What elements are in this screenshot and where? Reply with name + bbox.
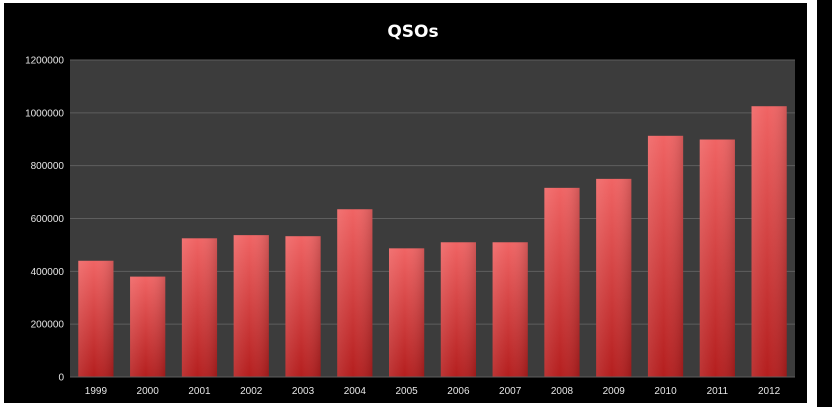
x-tick-label: 2004 — [344, 386, 367, 397]
bar-sheen-2011 — [699, 139, 735, 377]
bar-sheen-2002 — [233, 235, 269, 377]
x-tick-label: 2003 — [292, 386, 315, 397]
bar-sheen-2006 — [440, 242, 476, 377]
bar-sheen-2000 — [130, 276, 166, 377]
x-tick-label: 1999 — [85, 386, 108, 397]
chart-title: QSOs — [387, 22, 438, 42]
x-tick-label: 2006 — [447, 386, 470, 397]
bar-sheen-2008 — [544, 187, 580, 377]
x-axis-ticks: 1999 2000 2001 2002 2003 2004 2005 2006 2007 2008… — [85, 386, 781, 397]
y-tick-label: 400000 — [31, 267, 65, 278]
y-tick-label: 1000000 — [25, 108, 64, 119]
x-tick-label: 2000 — [137, 386, 160, 397]
x-tick-label: 2001 — [188, 386, 211, 397]
x-tick-label: 2009 — [603, 386, 626, 397]
bar-sheen-2005 — [389, 248, 425, 377]
bars — [78, 106, 787, 378]
bar-sheen-2010 — [647, 135, 684, 377]
x-tick-label: 2007 — [499, 386, 522, 397]
x-tick-label: 2002 — [240, 386, 263, 397]
x-tick-label: 2011 — [707, 386, 729, 397]
y-tick-label: 600000 — [31, 214, 65, 225]
y-tick-label: 800000 — [31, 161, 65, 172]
bar-sheen-2001 — [181, 238, 218, 377]
bar-sheen-1999 — [78, 260, 114, 377]
x-tick-label: 2012 — [758, 386, 781, 397]
bar-sheen-2003 — [285, 236, 321, 377]
y-tick-label: 1200000 — [25, 56, 64, 67]
y-tick-label: 0 — [58, 373, 64, 384]
right-edge-strip — [813, 0, 832, 407]
bar-sheen-2012 — [751, 106, 787, 378]
y-axis-ticks: 0 200000 400000 600000 800000 1000000 1200000 — [25, 56, 64, 384]
x-tick-label: 2010 — [654, 386, 677, 397]
x-tick-label: 2005 — [395, 386, 418, 397]
bar-sheen-2007 — [492, 242, 528, 377]
bar-sheen-2004 — [337, 209, 373, 377]
y-tick-label: 200000 — [31, 320, 65, 331]
right-edge-divider — [813, 0, 817, 407]
bar-sheen-2009 — [596, 178, 632, 377]
x-tick-label: 2008 — [551, 386, 574, 397]
